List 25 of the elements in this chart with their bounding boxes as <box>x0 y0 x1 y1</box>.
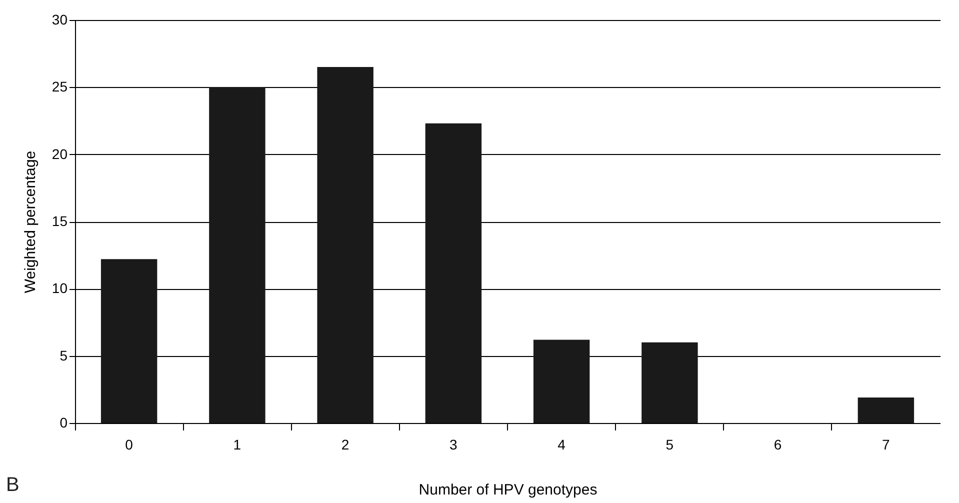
bar <box>209 87 266 423</box>
y-tick-label: 10 <box>52 280 68 296</box>
bar <box>858 397 914 423</box>
y-tick-label: 15 <box>52 213 68 229</box>
bar <box>425 123 482 423</box>
x-tick-label: 3 <box>450 436 458 452</box>
y-tick-label: 0 <box>60 414 68 430</box>
x-tick-label: 7 <box>882 436 890 452</box>
x-tick-label: 5 <box>666 436 674 452</box>
x-tick-label: 4 <box>558 436 566 452</box>
x-axis-title: Number of HPV genotypes <box>418 482 598 498</box>
bar <box>100 259 158 423</box>
y-tick-label: 5 <box>60 347 68 364</box>
x-tick-label: 1 <box>233 436 242 452</box>
y-tick-label: 20 <box>52 146 68 162</box>
y-tick-label: 25 <box>52 78 68 95</box>
text: B <box>6 474 20 496</box>
y-axis-title: Weighted percentage <box>22 150 39 294</box>
bar <box>642 342 698 423</box>
x-tick-label: 6 <box>774 436 782 452</box>
x-tick-label: 2 <box>341 436 350 452</box>
x-tick-label: 0 <box>125 436 134 452</box>
bar <box>317 67 374 423</box>
y-tick-label: 30 <box>52 12 68 28</box>
bar <box>533 340 590 423</box>
